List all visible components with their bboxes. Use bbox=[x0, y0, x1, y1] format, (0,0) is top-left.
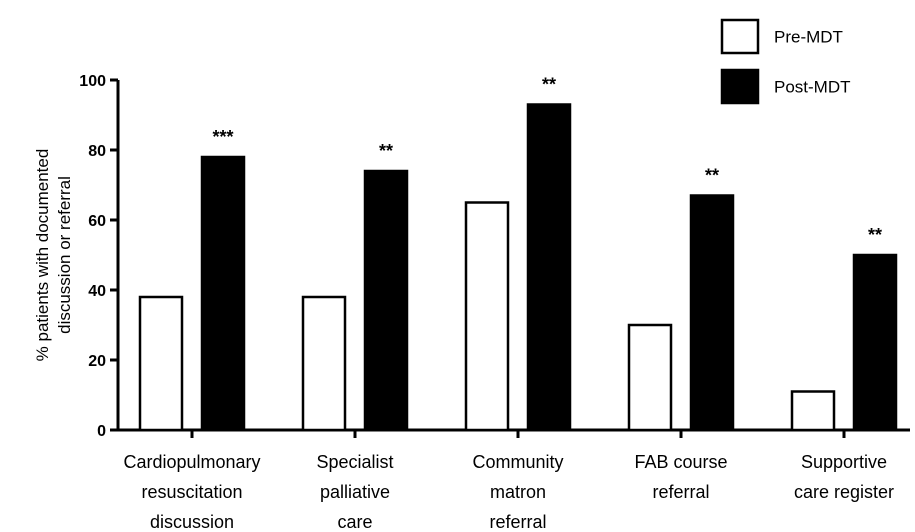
y-tick-label: 40 bbox=[88, 283, 106, 300]
bar-pre-mdt bbox=[138, 295, 184, 432]
significance-markers: *********** bbox=[212, 75, 882, 246]
bar-pre-mdt bbox=[790, 390, 836, 432]
legend-item-pre-mdt: Pre-MDT bbox=[720, 18, 843, 55]
y-axis-title-line: discussion or referral bbox=[55, 176, 74, 334]
category-label-line: Specialist bbox=[316, 452, 393, 472]
legend-swatch bbox=[720, 68, 760, 105]
category-label-line: matron bbox=[490, 482, 546, 502]
category-label: Cardiopulmonary resuscitation discussion bbox=[123, 452, 260, 532]
category-label: Specialist palliative care bbox=[316, 452, 393, 532]
y-tick-label: 0 bbox=[97, 423, 106, 440]
legend-item-post-mdt: Post-MDT bbox=[720, 68, 851, 105]
bar-pre-mdt bbox=[464, 201, 510, 432]
significance-marker: ** bbox=[542, 75, 556, 95]
bar-post-mdt bbox=[200, 155, 246, 432]
category-label-line: discussion bbox=[150, 512, 234, 532]
x-axis bbox=[118, 428, 910, 438]
category-label-line: FAB course bbox=[634, 452, 727, 472]
category-label-line: referral bbox=[489, 512, 546, 532]
y-tick-label: 60 bbox=[88, 213, 106, 230]
bar-post-mdt bbox=[526, 103, 572, 432]
category-label: Community matron referral bbox=[472, 452, 563, 532]
category-label-line: Cardiopulmonary bbox=[123, 452, 260, 472]
category-label-line: care bbox=[337, 512, 372, 532]
category-label-line: palliative bbox=[320, 482, 390, 502]
significance-marker: ** bbox=[705, 166, 719, 186]
legend-label: Pre-MDT bbox=[774, 28, 843, 47]
category-label: Supportive care register bbox=[794, 452, 894, 502]
bar-post-mdt bbox=[852, 253, 898, 432]
category-label-line: referral bbox=[652, 482, 709, 502]
significance-marker: *** bbox=[212, 127, 233, 147]
category-label-line: resuscitation bbox=[141, 482, 242, 502]
bars bbox=[138, 103, 898, 432]
significance-marker: ** bbox=[379, 141, 393, 161]
y-tick-label: 100 bbox=[79, 73, 106, 90]
y-axis-title-line: % patients with documented bbox=[33, 149, 52, 362]
legend-label: Post-MDT bbox=[774, 78, 851, 97]
category-label-line: Supportive bbox=[801, 452, 887, 472]
legend-swatch bbox=[720, 18, 760, 55]
y-axis-label: % patients with documented discussion or … bbox=[33, 149, 74, 362]
y-tick-label: 20 bbox=[88, 353, 106, 370]
y-tick-label: 80 bbox=[88, 143, 106, 160]
bar-pre-mdt bbox=[627, 323, 673, 432]
significance-marker: ** bbox=[868, 225, 882, 245]
bar-post-mdt bbox=[689, 194, 735, 432]
category-label: FAB course referral bbox=[634, 452, 727, 502]
category-label-line: care register bbox=[794, 482, 894, 502]
category-label-line: Community bbox=[472, 452, 563, 472]
bar-pre-mdt bbox=[301, 295, 347, 432]
category-labels: Cardiopulmonary resuscitation discussion Sp… bbox=[123, 452, 894, 532]
legend: Pre-MDT Post-MDT bbox=[720, 18, 851, 105]
y-axis-title: % patients with documented discussion or … bbox=[33, 149, 74, 362]
bar-post-mdt bbox=[363, 169, 409, 432]
y-axis: 0 20 40 60 80 100 bbox=[79, 73, 120, 440]
